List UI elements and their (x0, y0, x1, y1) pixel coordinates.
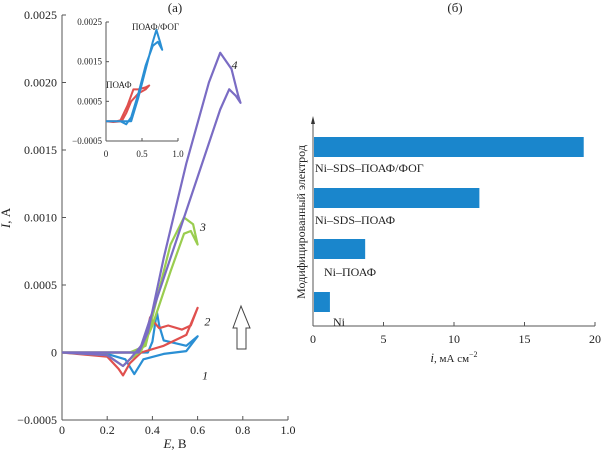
a-x-tick-label: 0.8 (235, 423, 250, 437)
panel-b: (б) 0 5 10 15 20 Ni Ni–ПОАФ Ni–SDS–ПОАФ Ni–SDS–… (294, 0, 601, 365)
bar-3 (314, 137, 584, 157)
a-x-label: E, В (162, 436, 186, 451)
a-x-tick-label: 1.0 (281, 423, 296, 437)
curve-label-1: 1 (202, 369, 208, 383)
bar-1 (314, 239, 366, 259)
inset-y-tick-label: 0.0015 (77, 57, 102, 67)
inset-chart: 0 0.5 1.0 −0.0005 0.0005 0.0015 0.0025 ПОАФ/ФО… (72, 17, 184, 159)
a-x-tick-label: 0.2 (100, 423, 115, 437)
curve-label-4: 4 (232, 58, 238, 72)
bar-label: Ni (333, 315, 346, 329)
inset-x-tick-label: 1.0 (172, 149, 184, 159)
panel-a-title: (a) (168, 0, 182, 15)
b-x-tick-label: 5 (381, 332, 387, 346)
a-y-tick-label: 0 (51, 346, 57, 360)
inset-x-tick-label: 0 (104, 149, 109, 159)
panel-b-title: (б) (447, 0, 462, 15)
inset-label-poaf: ПОАФ (106, 80, 132, 90)
inset-x-tick-label: 0.5 (136, 149, 148, 159)
b-y-axis-arrow-icon (311, 116, 315, 124)
b-x-label: i, мА см−2 (430, 350, 477, 365)
curve-label-2: 2 (204, 315, 210, 329)
bar-label: Ni–SDS–ПОАФ (315, 213, 395, 227)
bar-label: Ni–SDS–ПОАФ/ФОГ (315, 161, 424, 175)
curve-label-3: 3 (199, 220, 206, 234)
b-x-tick-label: 20 (589, 332, 601, 346)
panel-a: (a) 0 0.2 0.4 0.6 0.8 1.0−0.000500.00050.0010… (0, 0, 296, 451)
a-y-tick-label: 0.0015 (24, 143, 57, 157)
curve-1 (61, 310, 199, 376)
inset-y-tick-label: 0.0005 (77, 96, 102, 106)
curve-4 (61, 51, 242, 368)
a-x-tick-label: 0.4 (145, 423, 160, 437)
a-x-tick-label: 0.6 (190, 423, 205, 437)
up-arrow-icon (232, 304, 251, 350)
a-y-tick-label: 0.0025 (24, 8, 57, 22)
inset-label-poaf-fog: ПОАФ/ФОГ (132, 22, 179, 32)
a-y-tick-label: −0.0005 (17, 413, 57, 427)
bar-label: Ni–ПОАФ (324, 265, 376, 279)
a-y-tick-label: 0.0010 (24, 211, 57, 225)
b-x-tick-label: 15 (519, 332, 531, 346)
b-y-label: Модифицированный электрод (294, 145, 308, 299)
inset-curve-1 (106, 28, 164, 126)
inset-y-tick-label: 0.0025 (77, 17, 102, 27)
curve-2 (61, 306, 199, 377)
a-y-label: I, А (0, 207, 13, 229)
a-y-tick-label: 0.0005 (24, 278, 57, 292)
a-y-tick-label: 0.0020 (24, 76, 57, 90)
inset-y-tick-label: −0.0005 (72, 136, 102, 146)
b-x-tick-label: 0 (310, 332, 316, 346)
a-x-tick-label: 0 (59, 423, 65, 437)
inset-curve-0 (105, 84, 151, 123)
bar-0 (314, 292, 330, 312)
b-x-tick-label: 10 (448, 332, 460, 346)
bar-2 (314, 188, 480, 208)
